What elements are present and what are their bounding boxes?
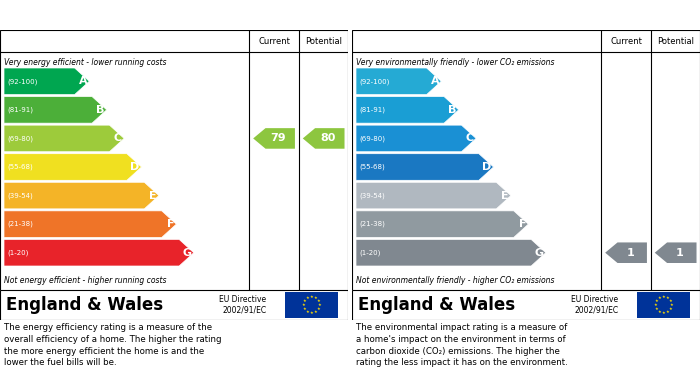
Text: England & Wales: England & Wales	[358, 296, 515, 314]
Text: (69-80): (69-80)	[7, 135, 33, 142]
Text: (39-54): (39-54)	[7, 192, 33, 199]
Text: (1-20): (1-20)	[7, 249, 29, 256]
Text: E: E	[501, 190, 509, 201]
Polygon shape	[606, 242, 647, 263]
Text: ★: ★	[317, 307, 321, 311]
Text: C: C	[466, 133, 474, 143]
Text: Environmental Impact (CO₂) Rating: Environmental Impact (CO₂) Rating	[359, 9, 592, 22]
Text: Not environmentally friendly - higher CO₂ emissions: Not environmentally friendly - higher CO…	[356, 276, 554, 285]
Text: ★: ★	[654, 307, 658, 311]
Text: ★: ★	[314, 310, 318, 314]
Polygon shape	[654, 242, 696, 263]
Text: ★: ★	[654, 299, 658, 303]
FancyBboxPatch shape	[286, 292, 337, 318]
Polygon shape	[356, 125, 476, 152]
Text: (21-38): (21-38)	[7, 221, 33, 228]
Text: G: G	[183, 248, 192, 258]
Polygon shape	[356, 68, 441, 95]
Text: The energy efficiency rating is a measure of the
overall efficiency of a home. T: The energy efficiency rating is a measur…	[4, 323, 221, 368]
Text: ★: ★	[662, 311, 665, 315]
Text: ★: ★	[657, 296, 662, 300]
Polygon shape	[4, 97, 106, 123]
Polygon shape	[303, 128, 344, 149]
Text: ★: ★	[317, 299, 321, 303]
Text: B: B	[448, 105, 456, 115]
Text: (81-91): (81-91)	[359, 107, 385, 113]
Text: ★: ★	[653, 303, 657, 307]
Text: (81-91): (81-91)	[7, 107, 33, 113]
Text: (92-100): (92-100)	[7, 78, 37, 84]
Text: The environmental impact rating is a measure of
a home's impact on the environme: The environmental impact rating is a mea…	[356, 323, 568, 368]
Text: (21-38): (21-38)	[359, 221, 385, 228]
Text: (92-100): (92-100)	[359, 78, 389, 84]
Polygon shape	[356, 97, 458, 123]
Text: B: B	[97, 105, 105, 115]
Text: 79: 79	[270, 133, 286, 143]
Text: F: F	[519, 219, 526, 229]
Polygon shape	[4, 182, 159, 209]
Polygon shape	[4, 154, 141, 180]
Text: 80: 80	[320, 133, 335, 143]
Text: ★: ★	[670, 303, 673, 307]
Text: Current: Current	[610, 36, 642, 45]
Text: Very environmentally friendly - lower CO₂ emissions: Very environmentally friendly - lower CO…	[356, 58, 554, 67]
FancyBboxPatch shape	[638, 292, 690, 318]
Text: ★: ★	[666, 310, 669, 314]
Polygon shape	[356, 211, 528, 237]
Text: England & Wales: England & Wales	[6, 296, 163, 314]
Text: ★: ★	[318, 303, 322, 307]
Text: Potential: Potential	[305, 36, 342, 45]
Text: Current: Current	[258, 36, 290, 45]
Text: ★: ★	[668, 307, 673, 311]
Text: A: A	[430, 76, 440, 86]
Text: Not energy efficient - higher running costs: Not energy efficient - higher running co…	[4, 276, 167, 285]
Text: ★: ★	[302, 307, 306, 311]
Text: 1: 1	[626, 248, 634, 258]
Polygon shape	[356, 182, 511, 209]
Text: ★: ★	[668, 299, 673, 303]
Polygon shape	[4, 125, 124, 152]
Text: Very energy efficient - lower running costs: Very energy efficient - lower running co…	[4, 58, 167, 67]
Text: ★: ★	[302, 299, 306, 303]
Polygon shape	[4, 239, 194, 266]
Text: EU Directive
2002/91/EC: EU Directive 2002/91/EC	[219, 295, 267, 315]
Text: ★: ★	[305, 310, 309, 314]
Polygon shape	[253, 128, 295, 149]
Polygon shape	[4, 211, 176, 237]
Text: C: C	[114, 133, 122, 143]
Text: A: A	[78, 76, 88, 86]
Text: (1-20): (1-20)	[359, 249, 380, 256]
Text: D: D	[130, 162, 139, 172]
Text: G: G	[535, 248, 544, 258]
Text: ★: ★	[309, 295, 314, 299]
Polygon shape	[356, 239, 546, 266]
Polygon shape	[356, 154, 494, 180]
Text: (55-68): (55-68)	[359, 164, 385, 170]
Text: Energy Efficiency Rating: Energy Efficiency Rating	[7, 9, 169, 22]
Text: ★: ★	[666, 296, 669, 300]
Text: EU Directive
2002/91/EC: EU Directive 2002/91/EC	[571, 295, 618, 315]
Text: ★: ★	[301, 303, 305, 307]
Text: ★: ★	[309, 311, 314, 315]
Polygon shape	[4, 68, 90, 95]
Text: Potential: Potential	[657, 36, 694, 45]
Text: (39-54): (39-54)	[359, 192, 385, 199]
Text: (55-68): (55-68)	[7, 164, 33, 170]
Text: ★: ★	[657, 310, 662, 314]
Text: ★: ★	[305, 296, 309, 300]
Text: ★: ★	[314, 296, 318, 300]
Text: E: E	[149, 190, 157, 201]
Text: D: D	[482, 162, 491, 172]
Text: (69-80): (69-80)	[359, 135, 385, 142]
Text: 1: 1	[676, 248, 684, 258]
Text: F: F	[167, 219, 174, 229]
Text: ★: ★	[662, 295, 665, 299]
